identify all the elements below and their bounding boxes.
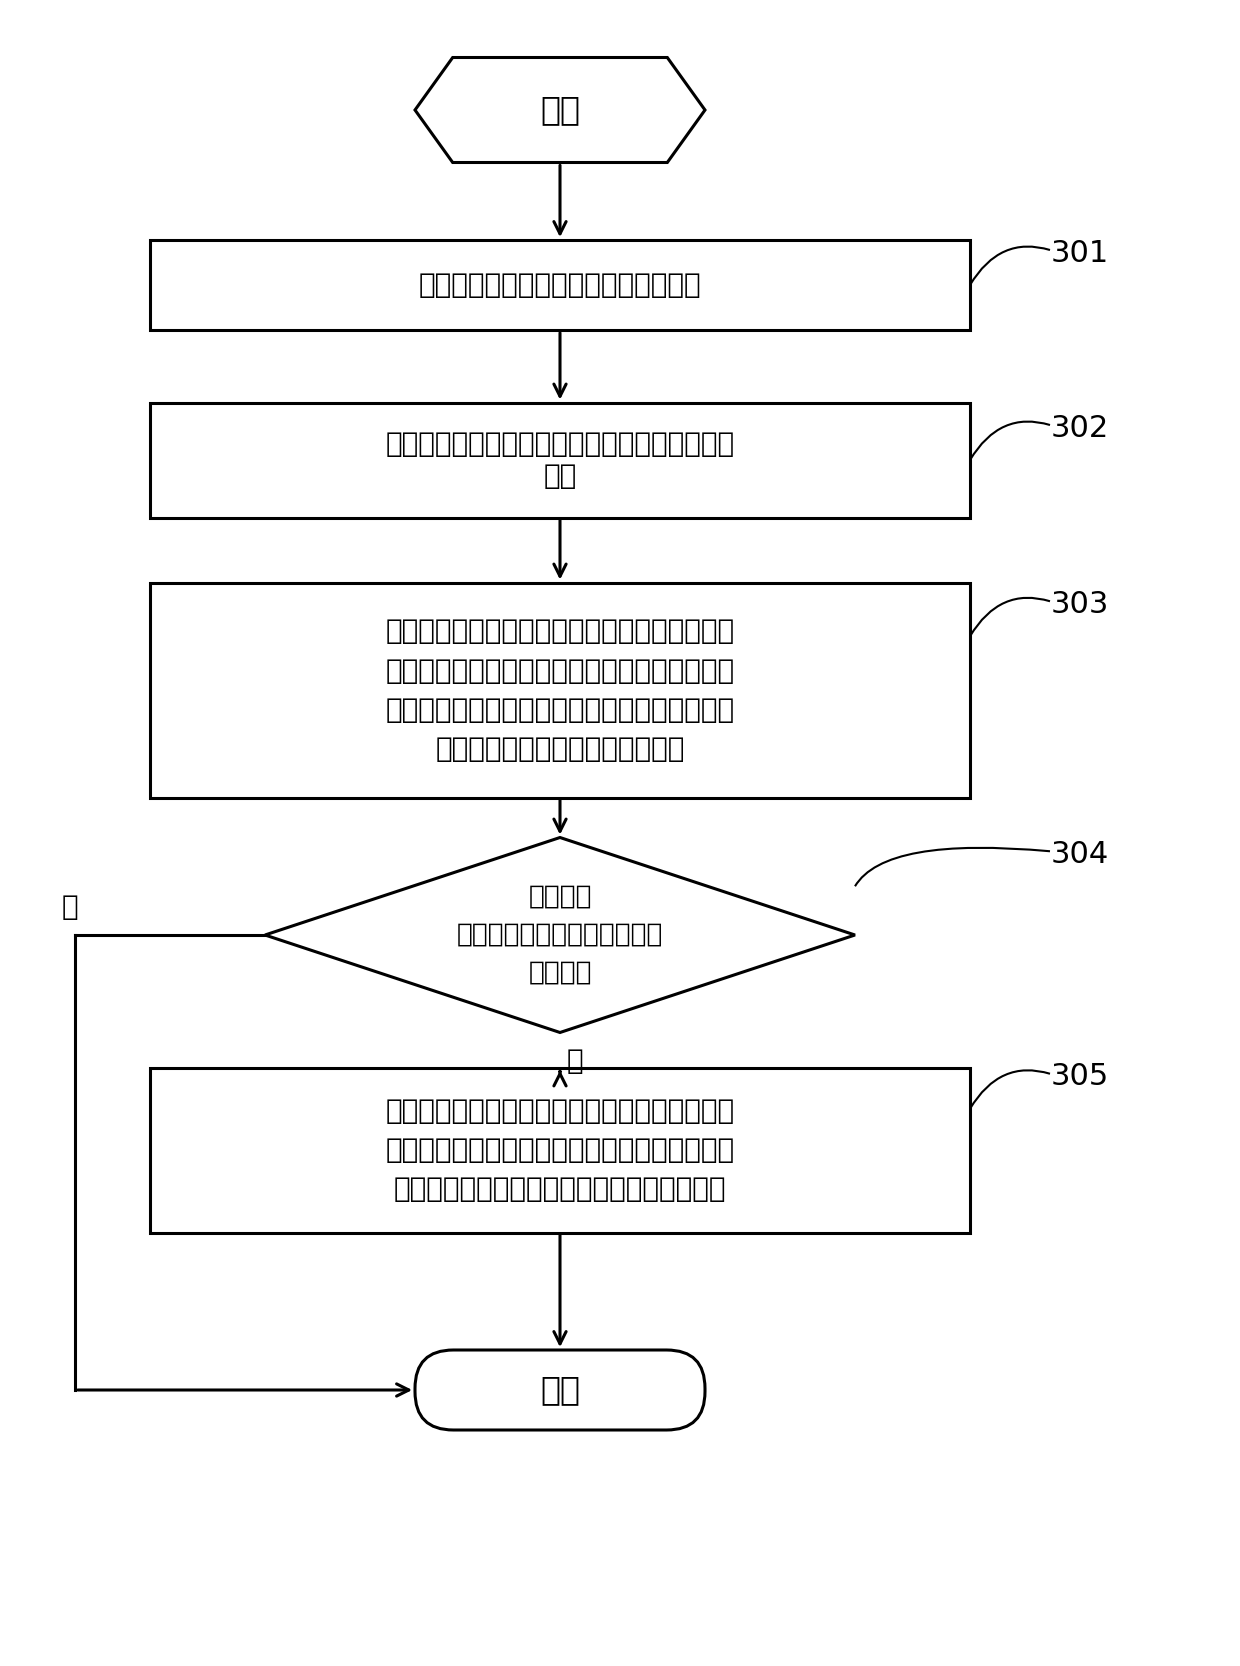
Text: 305: 305	[1050, 1063, 1109, 1091]
Text: 根据预先获取的电压值与电致变色组件显示的颜
色之间的对应关系，获取与所述当前电压值对应
的颜色，并将与所述当前电压值对应的颜色作为
所述电致变色组件当前显示的颜: 根据预先获取的电压值与电致变色组件显示的颜 色之间的对应关系，获取与所述当前电压…	[386, 618, 734, 763]
FancyBboxPatch shape	[150, 240, 970, 330]
Text: 302: 302	[1050, 413, 1109, 443]
Text: 304: 304	[1050, 840, 1109, 868]
FancyBboxPatch shape	[150, 403, 970, 518]
Text: 301: 301	[1050, 238, 1109, 268]
Text: 检测向所述电致变色组件输出的电信号的当前电
压值: 检测向所述电致变色组件输出的电信号的当前电 压值	[386, 430, 734, 490]
FancyBboxPatch shape	[150, 1068, 970, 1233]
Text: 向所述电致变色组件输出目标电压值的电信号，
其中，所述电致变色组件在输入所述目标电压值
的电信号时，显示与所述环境参数对应的颜色: 向所述电致变色组件输出目标电压值的电信号， 其中，所述电致变色组件在输入所述目标…	[386, 1096, 734, 1203]
Text: 是: 是	[567, 1046, 583, 1075]
Text: 开始: 开始	[539, 93, 580, 127]
Polygon shape	[265, 838, 856, 1033]
FancyBboxPatch shape	[415, 1349, 706, 1429]
Text: 303: 303	[1050, 590, 1110, 618]
Text: 判断所述
环境参数与所述颜色是否满足
预设条件: 判断所述 环境参数与所述颜色是否满足 预设条件	[456, 885, 663, 986]
Text: 结束: 结束	[539, 1373, 580, 1406]
Text: 否: 否	[62, 893, 78, 921]
Polygon shape	[415, 58, 706, 163]
FancyBboxPatch shape	[150, 583, 970, 798]
Text: 检测所述移动终端所在环境的环境参数: 检测所述移动终端所在环境的环境参数	[419, 272, 702, 298]
